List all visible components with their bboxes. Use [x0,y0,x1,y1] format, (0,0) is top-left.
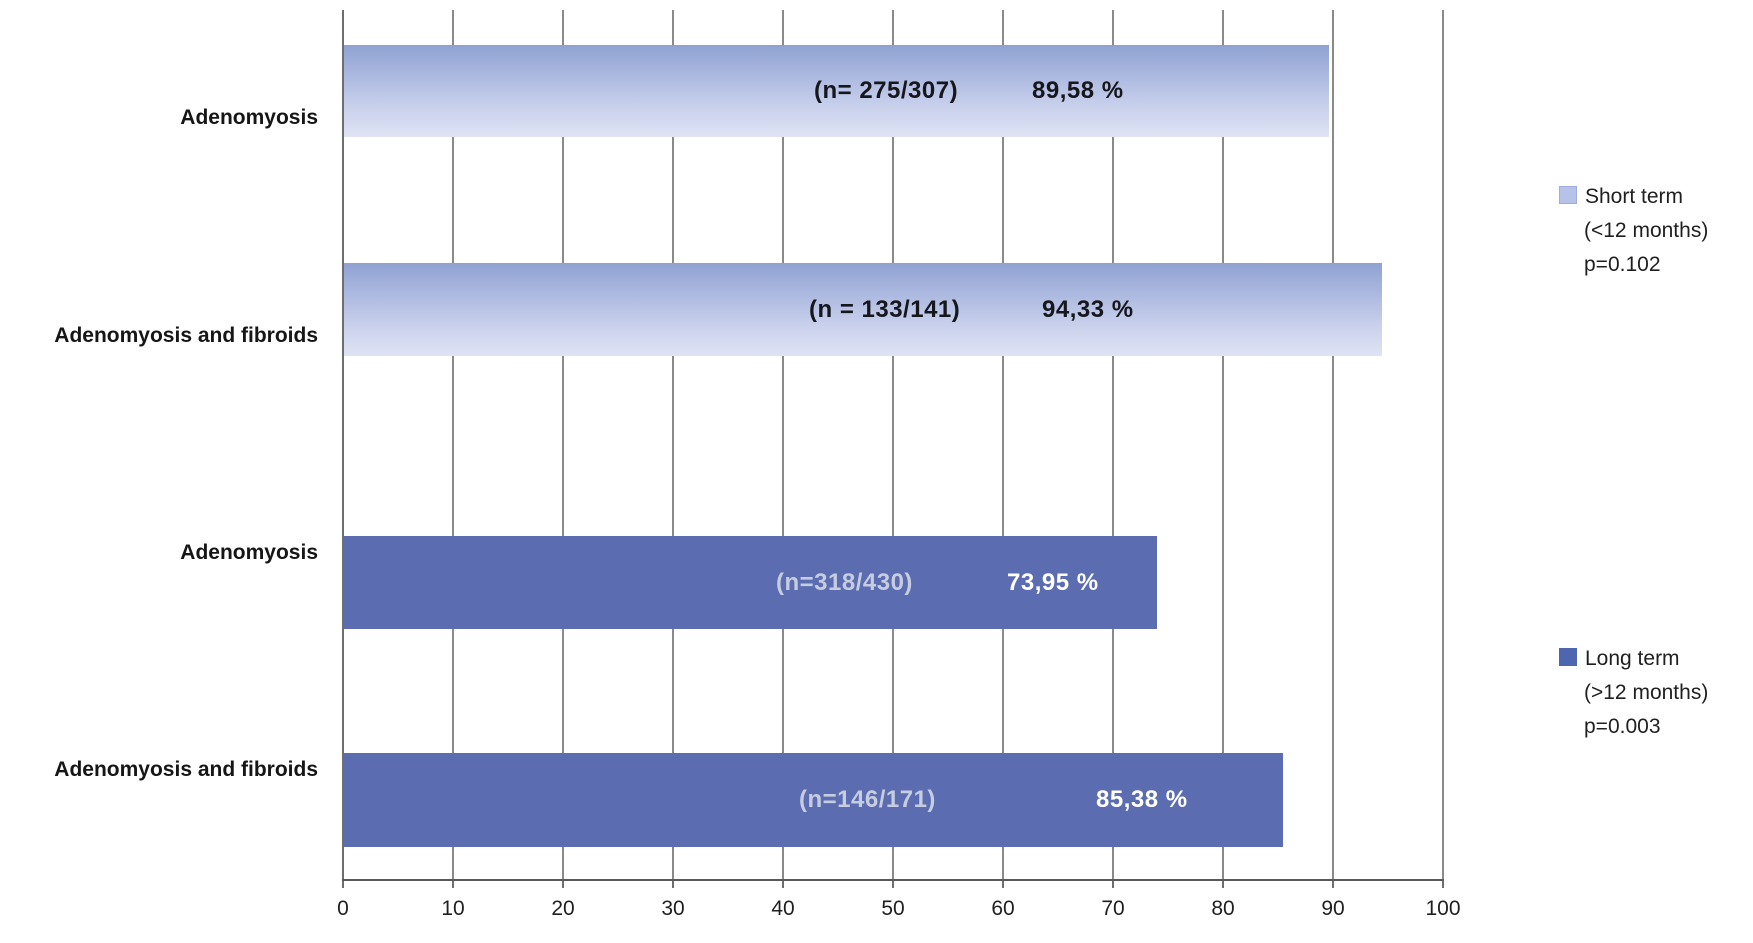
legend-swatch-short-term-icon [1559,186,1577,204]
x-axis-tick [452,879,454,888]
bar-n-label: (n=146/171) [799,786,936,813]
gridline [562,10,564,879]
x-axis-line [342,879,1444,881]
x-axis-tick [1442,879,1444,888]
x-axis-tick [672,879,674,888]
x-axis-tick [892,879,894,888]
bar-percentage-label: 89,58 % [1032,77,1124,104]
gridline [1002,10,1004,879]
bar-n-label: (n= 275/307) [814,77,959,104]
x-axis-tick-label: 0 [337,897,349,920]
gridline [672,10,674,879]
x-axis-tick [1332,879,1334,888]
y-axis-line [342,10,344,879]
gridline [1332,10,1334,879]
x-axis-tick-label: 70 [1101,897,1125,920]
legend-long-term: Long term (>12 months) p=0.003 [1559,642,1708,744]
plot-area: (n= 275/307) 89,58 % (n = 133/141) 94,33… [342,10,1444,881]
x-axis-tick-label: 60 [991,897,1015,920]
x-axis-tick-label: 40 [771,897,795,920]
category-label-adenomyosis-long: Adenomyosis [180,541,318,564]
x-axis-tick-label: 90 [1321,897,1345,920]
bar-percentage-label: 85,38 % [1096,786,1188,813]
bar-adenomyosis-fibroids-short-term[interactable]: (n = 133/141) 94,33 % [344,263,1382,356]
gridline [782,10,784,879]
legend-label: Short term [1585,185,1684,208]
legend-swatch-long-term-icon [1559,648,1577,666]
x-axis-tick [562,879,564,888]
bar-adenomyosis-fibroids-long-term[interactable]: (n=146/171) 85,38 % [344,753,1283,847]
x-axis-tick [1112,879,1114,888]
x-axis-tick-label: 80 [1211,897,1235,920]
bar-percentage-label: 94,33 % [1042,295,1134,323]
legend-label: Long term [1585,647,1680,670]
x-axis-tick [342,879,344,888]
legend-label: (<12 months) [1584,219,1709,242]
x-axis-tick [1002,879,1004,888]
x-axis: 0 10 20 30 40 50 60 70 80 90 100 [337,879,1461,943]
gridline [1222,10,1224,879]
bar-adenomyosis-long-term[interactable]: (n=318/430) 73,95 % [344,536,1157,629]
x-axis-tick-label: 30 [661,897,685,920]
legend-short-term: Short term (<12 months) p=0.102 [1559,180,1708,282]
gridline [1442,10,1444,879]
legend-label: (>12 months) [1584,681,1709,704]
x-axis-tick-label: 20 [551,897,575,920]
x-axis-tick-label: 100 [1425,897,1461,920]
bar-n-label: (n=318/430) [776,568,913,596]
category-label-adenomyosis-fibroids-short: Adenomyosis and fibroids [54,324,318,347]
legend-p-value: p=0.003 [1584,715,1661,738]
gridline [892,10,894,879]
x-axis-tick [1222,879,1224,888]
category-label-adenomyosis-short: Adenomyosis [180,106,318,129]
x-axis-tick-label: 50 [881,897,905,920]
x-axis-tick [782,879,784,888]
gridline [1112,10,1114,879]
category-label-adenomyosis-fibroids-long: Adenomyosis and fibroids [54,758,318,781]
bar-adenomyosis-short-term[interactable]: (n= 275/307) 89,58 % [344,45,1329,137]
x-axis-tick-label: 10 [441,897,465,920]
bar-percentage-label: 73,95 % [1007,568,1099,596]
bar-n-label: (n = 133/141) [809,295,961,323]
gridline [452,10,454,879]
legend-p-value: p=0.102 [1584,253,1661,276]
